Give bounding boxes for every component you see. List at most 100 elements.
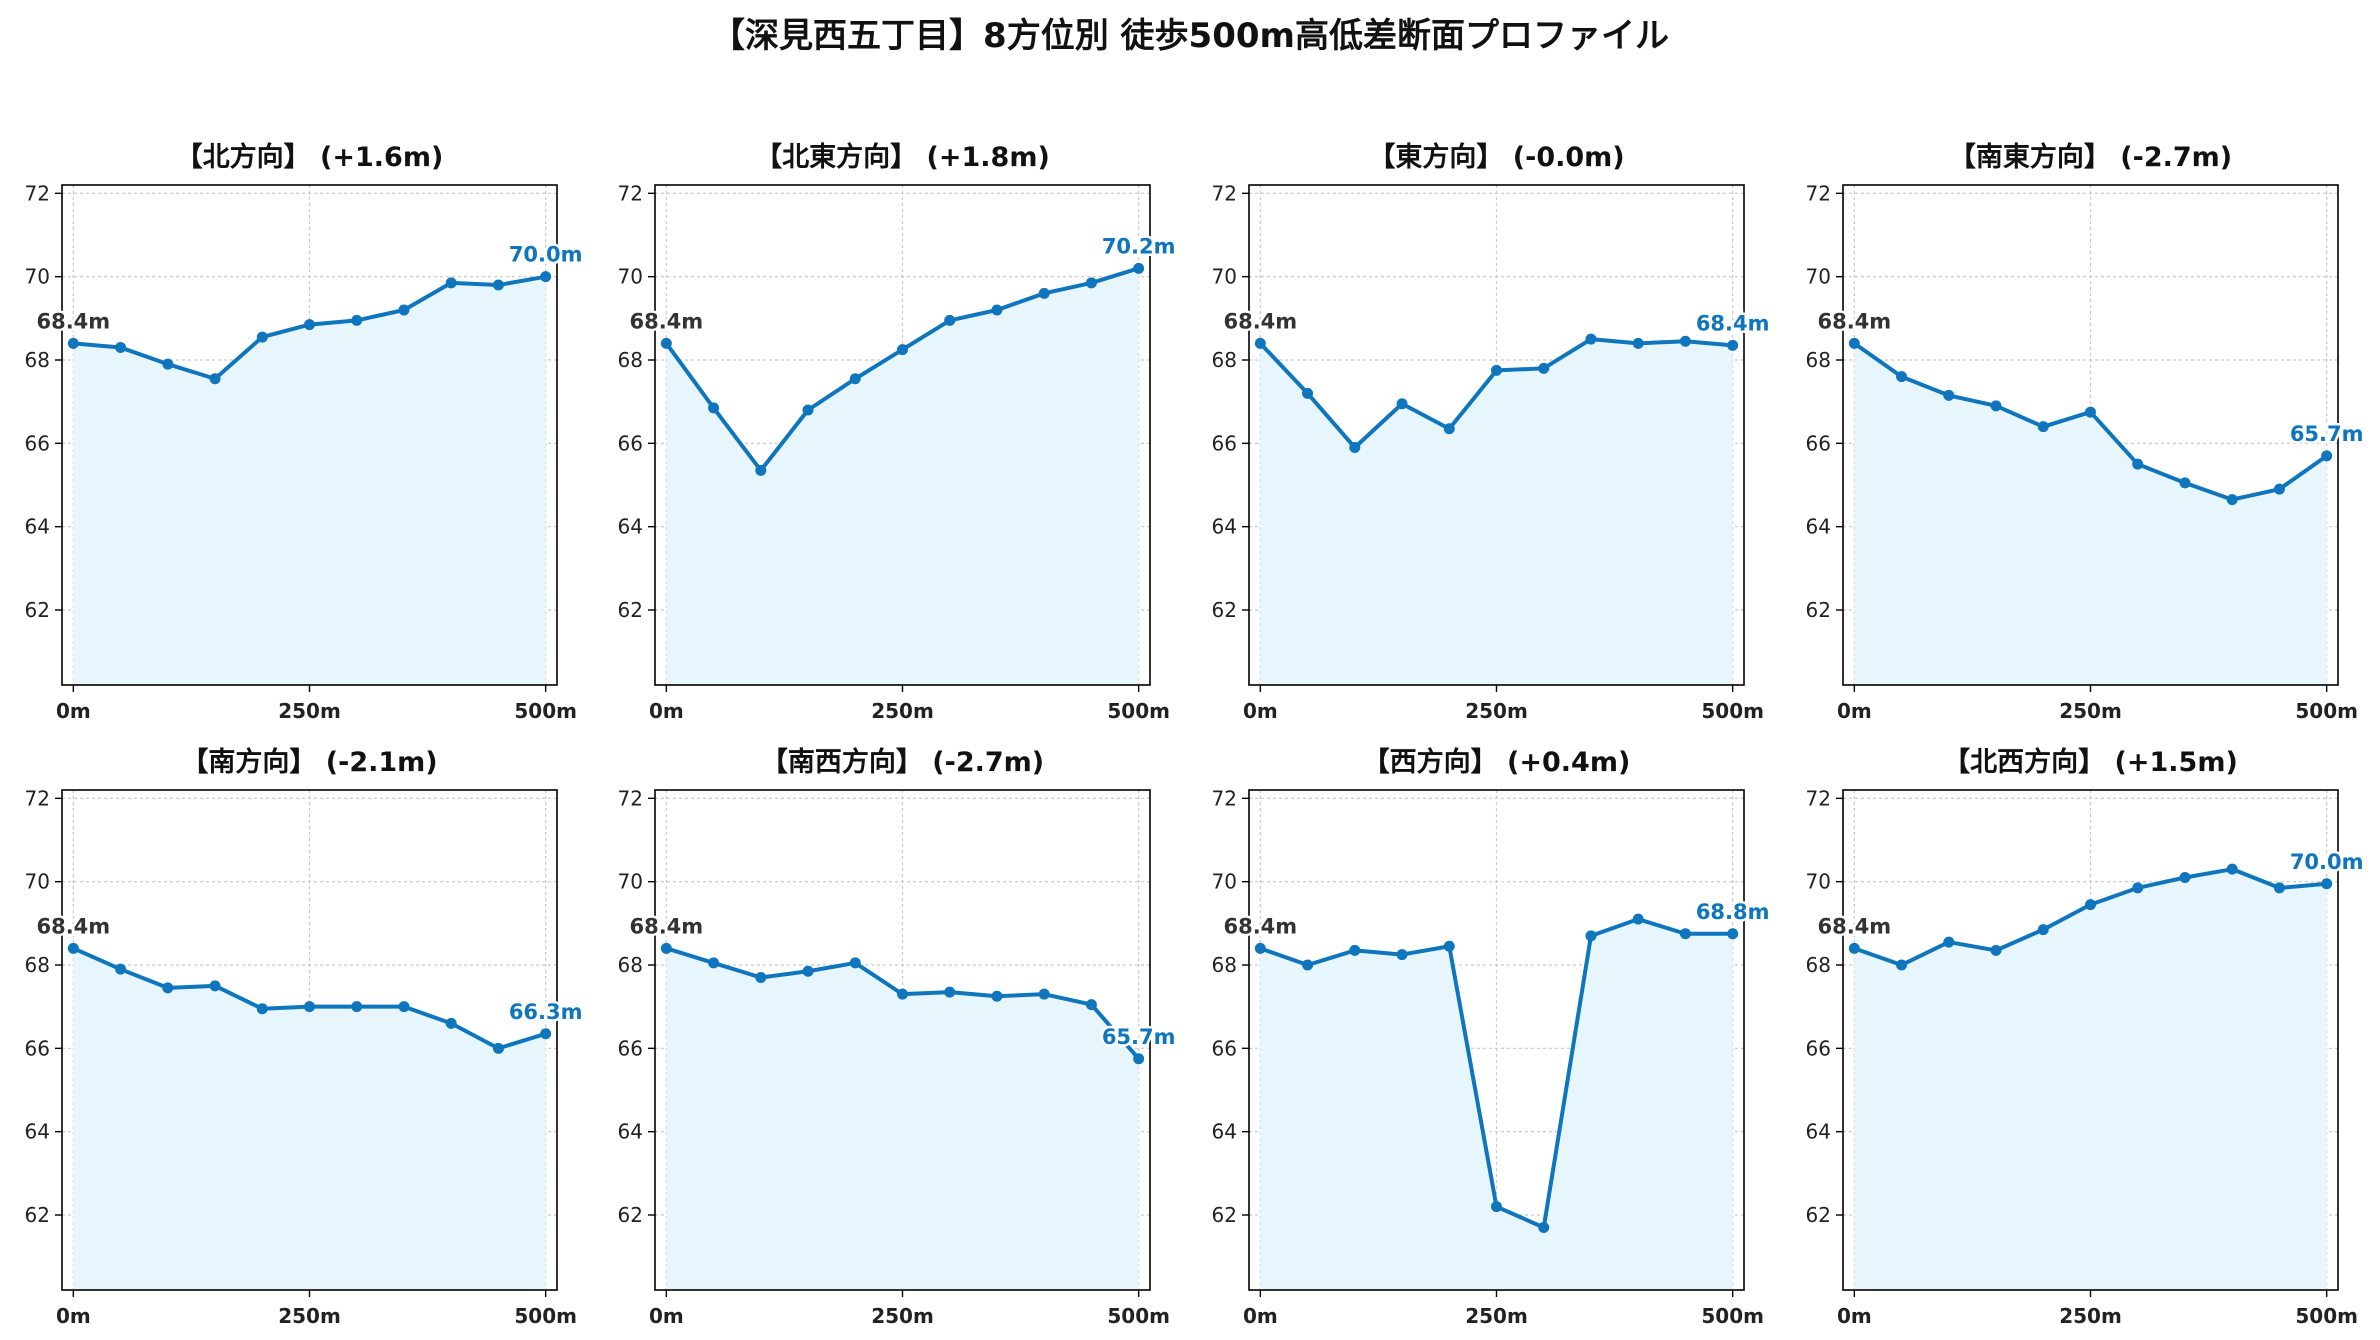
end-value-label: 70.0m bbox=[2290, 850, 2364, 874]
area-fill bbox=[666, 948, 1139, 1290]
tick-label-y: 72 bbox=[1806, 786, 1831, 810]
data-point bbox=[991, 990, 1003, 1002]
data-point bbox=[708, 402, 720, 414]
tick-label-x: 500m bbox=[1701, 1304, 1764, 1328]
figure-title: 【深見西五丁目】8方位別 徒歩500m高低差断面プロファイル bbox=[711, 16, 1669, 56]
tick-label-y: 72 bbox=[1806, 181, 1831, 205]
tick-label-y: 64 bbox=[25, 1120, 50, 1144]
tick-label-y: 68 bbox=[1212, 348, 1237, 372]
tick-label-y: 68 bbox=[1212, 953, 1237, 977]
tick-label-x: 0m bbox=[56, 1304, 91, 1328]
tick-label-y: 64 bbox=[1806, 1120, 1831, 1144]
data-point bbox=[944, 986, 956, 998]
data-point bbox=[1585, 333, 1597, 345]
tick-label-x: 0m bbox=[1243, 1304, 1278, 1328]
data-point bbox=[1585, 930, 1597, 942]
end-value-label: 68.8m bbox=[1696, 900, 1770, 924]
data-point bbox=[1538, 1222, 1550, 1233]
tick-label-y: 68 bbox=[618, 348, 643, 372]
data-point bbox=[304, 1001, 315, 1013]
data-point bbox=[304, 319, 315, 331]
tick-label-y: 62 bbox=[25, 1203, 50, 1227]
tick-label-y: 70 bbox=[618, 870, 643, 894]
tick-label-y: 66 bbox=[25, 431, 50, 455]
data-point bbox=[1679, 928, 1691, 940]
data-point bbox=[708, 957, 720, 969]
tick-label-y: 64 bbox=[1806, 515, 1831, 539]
data-point bbox=[67, 942, 79, 954]
tick-label-y: 72 bbox=[618, 181, 643, 205]
data-point bbox=[1896, 371, 1908, 383]
tick-label-x: 250m bbox=[278, 1304, 341, 1328]
data-point bbox=[1254, 337, 1266, 349]
data-point bbox=[1133, 262, 1145, 274]
data-point bbox=[67, 337, 79, 349]
data-point bbox=[2273, 882, 2285, 894]
end-value-label: 70.0m bbox=[509, 243, 583, 267]
tick-label-x: 500m bbox=[1107, 1304, 1170, 1328]
tick-label-x: 250m bbox=[1465, 699, 1528, 723]
tick-label-y: 64 bbox=[618, 1120, 643, 1144]
end-value-label: 66.3m bbox=[509, 1000, 583, 1024]
subplot-title: 【北方向】 (+1.6m) bbox=[176, 141, 444, 173]
subplot-6: 62 64 66 68 70 72 0m 250m 500m 【南西方向】 (-2.7m) 68.4… bbox=[618, 746, 1178, 1328]
tick-label-y: 72 bbox=[25, 786, 50, 810]
data-point bbox=[1896, 959, 1908, 971]
subplot-4: 62 64 66 68 70 72 0m 250m 500m 【南東方向】 (-2.7m) 68.4… bbox=[1806, 141, 2366, 723]
subplot-title: 【北西方向】 (+1.5m) bbox=[1943, 746, 2238, 778]
data-point bbox=[1848, 942, 1860, 954]
area-fill bbox=[1854, 343, 2327, 685]
data-point bbox=[1396, 398, 1408, 410]
data-point bbox=[1085, 999, 1097, 1011]
data-point bbox=[1943, 936, 1955, 948]
tick-label-y: 62 bbox=[1212, 598, 1237, 622]
tick-label-x: 500m bbox=[1701, 699, 1764, 723]
data-point bbox=[398, 1001, 410, 1013]
subplot-title: 【北東方向】 (+1.8m) bbox=[755, 141, 1050, 173]
data-point bbox=[256, 1003, 268, 1015]
data-point bbox=[944, 314, 956, 326]
tick-label-x: 500m bbox=[2295, 1304, 2358, 1328]
data-point bbox=[1491, 1201, 1502, 1213]
data-point bbox=[115, 963, 127, 975]
data-point bbox=[2179, 477, 2191, 489]
data-point bbox=[2085, 899, 2096, 911]
data-point bbox=[492, 1042, 504, 1054]
data-point bbox=[897, 344, 908, 356]
tick-label-y: 68 bbox=[25, 348, 50, 372]
area-fill bbox=[666, 268, 1139, 685]
start-value-label: 68.4m bbox=[1223, 914, 1297, 938]
tick-label-y: 64 bbox=[1212, 1120, 1237, 1144]
tick-label-y: 66 bbox=[1806, 1036, 1831, 1060]
data-point bbox=[1990, 944, 2002, 956]
tick-label-y: 66 bbox=[618, 1036, 643, 1060]
tick-label-y: 66 bbox=[1806, 431, 1831, 455]
tick-label-x: 0m bbox=[649, 699, 684, 723]
tick-label-y: 68 bbox=[618, 953, 643, 977]
data-point bbox=[1443, 423, 1455, 435]
tick-label-y: 66 bbox=[1212, 431, 1237, 455]
data-point bbox=[1538, 362, 1550, 374]
data-point bbox=[2273, 483, 2285, 495]
tick-label-y: 64 bbox=[1212, 515, 1237, 539]
data-point bbox=[802, 965, 814, 977]
data-point bbox=[660, 337, 672, 349]
area-fill bbox=[1260, 919, 1733, 1290]
data-point bbox=[209, 373, 221, 385]
tick-label-y: 68 bbox=[1806, 953, 1831, 977]
tick-label-y: 64 bbox=[618, 515, 643, 539]
data-point bbox=[660, 942, 672, 954]
tick-label-x: 0m bbox=[1243, 699, 1278, 723]
tick-label-y: 70 bbox=[618, 265, 643, 289]
subplot-3: 62 64 66 68 70 72 0m 250m 500m 【東方向】 (-0.0m) 68.4m… bbox=[1212, 141, 1772, 723]
data-point bbox=[540, 271, 552, 283]
data-point bbox=[256, 331, 268, 343]
start-value-label: 68.4m bbox=[1817, 914, 1891, 938]
data-point bbox=[1491, 364, 1502, 376]
data-point bbox=[1990, 400, 2002, 412]
data-point bbox=[1632, 337, 1644, 349]
tick-label-y: 66 bbox=[25, 1036, 50, 1060]
data-point bbox=[897, 988, 908, 1000]
data-point bbox=[755, 972, 767, 983]
